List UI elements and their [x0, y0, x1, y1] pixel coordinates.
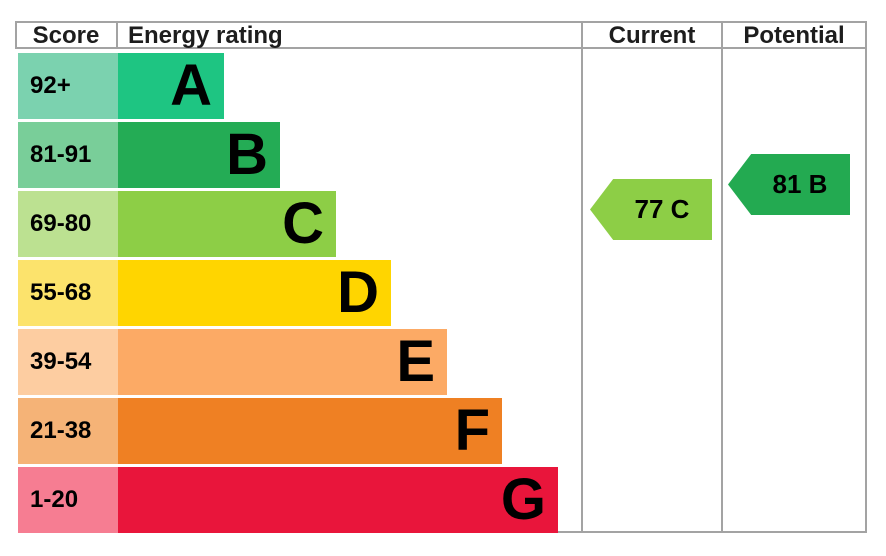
band-bar: F [118, 398, 502, 464]
band-row-c: 69-80 C [18, 191, 558, 257]
band-bar: C [118, 191, 336, 257]
band-bar: G [118, 467, 558, 533]
grid-line-top [15, 21, 867, 23]
rating-bands: 92+ A 81-91 B 69-80 C 55-68 D 39-54 E 21… [18, 53, 558, 536]
band-letter: G [500, 467, 546, 532]
grid-line-current-divider [581, 21, 583, 533]
band-bar: E [118, 329, 447, 395]
grid-line-potential-divider [721, 21, 723, 533]
band-row-b: 81-91 B [18, 122, 558, 188]
score-cell: 55-68 [18, 260, 118, 326]
band-letter: A [170, 53, 212, 118]
band-row-g: 1-20 G [18, 467, 558, 533]
band-row-a: 92+ A [18, 53, 558, 119]
band-letter: C [282, 191, 324, 256]
grid-line-score-divider [116, 21, 118, 49]
band-bar: D [118, 260, 391, 326]
grid-line-left-header [15, 21, 17, 49]
score-cell: 1-20 [18, 467, 118, 533]
band-row-d: 55-68 D [18, 260, 558, 326]
score-cell: 39-54 [18, 329, 118, 395]
band-bar: A [118, 53, 224, 119]
score-column-header: Score [32, 22, 100, 49]
score-cell: 92+ [18, 53, 118, 119]
potential-rating-value: 81 B [772, 169, 828, 199]
band-row-f: 21-38 F [18, 398, 558, 464]
score-cell: 21-38 [18, 398, 118, 464]
band-letter: E [396, 329, 435, 394]
band-letter: B [226, 122, 268, 187]
band-row-e: 39-54 E [18, 329, 558, 395]
grid-line-header-bottom [15, 47, 867, 49]
potential-rating-arrow: 81 B [728, 154, 850, 215]
grid-line-right [865, 21, 867, 533]
current-column-header: Current [608, 22, 696, 49]
energy-rating-column-header: Energy rating [128, 22, 283, 49]
score-cell: 69-80 [18, 191, 118, 257]
current-rating-value: 77 C [634, 194, 690, 224]
grid-line-bottom [558, 531, 867, 533]
band-letter: F [454, 398, 490, 463]
band-letter: D [337, 260, 379, 325]
band-bar: B [118, 122, 280, 188]
current-rating-arrow: 77 C [590, 179, 712, 240]
potential-column-header: Potential [743, 22, 845, 49]
score-cell: 81-91 [18, 122, 118, 188]
